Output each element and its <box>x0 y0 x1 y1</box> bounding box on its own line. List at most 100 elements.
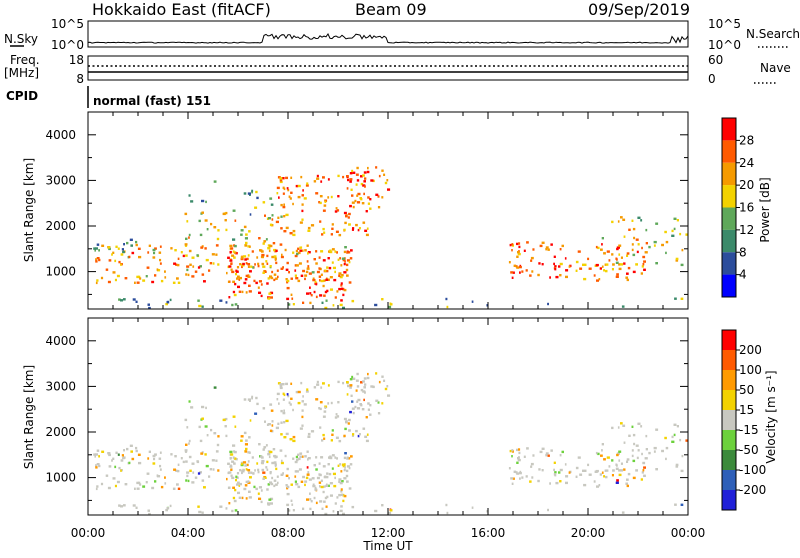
power-pixel <box>681 248 684 252</box>
velocity-pixel <box>349 386 352 389</box>
velocity-pixel <box>247 398 251 401</box>
velocity-pixel <box>331 429 334 432</box>
velocity-pixel <box>346 469 349 473</box>
velocity-pixel <box>333 484 337 488</box>
velocity-pixel <box>342 499 345 503</box>
power-pixel <box>217 229 220 232</box>
colorbar-swatch <box>722 370 736 390</box>
velocity-pixel <box>262 407 266 410</box>
power-pixel <box>231 270 235 274</box>
power-pixel <box>319 195 323 198</box>
velocity-pixel <box>237 491 240 495</box>
velocity-pixel <box>114 484 117 488</box>
velocity-pixel <box>351 400 354 403</box>
power-pixel <box>245 291 248 294</box>
velocity-pixel <box>632 433 636 437</box>
power-pixel <box>375 166 378 169</box>
velocity-pixel <box>313 464 316 467</box>
power-pixel <box>205 258 209 262</box>
power-pixel <box>532 248 535 251</box>
velocity-pixel <box>315 501 318 505</box>
power-pixel <box>559 248 562 251</box>
power-pixel <box>191 275 195 278</box>
velocity-pixel <box>94 453 98 456</box>
power-pixel <box>554 265 557 268</box>
velocity-pixel <box>326 472 329 475</box>
velocity-pixel <box>315 468 318 471</box>
velocity-pixel <box>118 466 121 470</box>
power-pixel <box>517 252 521 256</box>
velocity-pixel <box>300 480 304 483</box>
y-tick-label: 3000 <box>45 173 76 187</box>
velocity-pixel <box>251 397 253 400</box>
power-pixel <box>633 236 636 240</box>
power-pixel <box>568 265 571 268</box>
power-pixel <box>107 246 110 249</box>
power-pixel <box>235 252 238 255</box>
power-pixel <box>351 228 354 231</box>
power-pixel <box>661 243 664 247</box>
velocity-pixel <box>334 456 337 459</box>
y-tick-label: 2000 <box>45 425 76 439</box>
velocity-pixel <box>94 455 96 458</box>
velocity-pixel <box>531 476 534 479</box>
power-pixel <box>95 260 98 263</box>
velocity-pixel <box>271 476 274 480</box>
velocity-pixel <box>370 385 374 388</box>
velocity-pixel <box>261 456 264 459</box>
velocity-pixel <box>341 480 344 483</box>
power-pixel <box>356 179 360 182</box>
power-pixel <box>186 265 190 268</box>
velocity-pixel <box>661 449 664 453</box>
power-pixel <box>611 220 614 224</box>
velocity-pixel <box>230 453 234 456</box>
power-pixel <box>508 261 511 264</box>
power-pixel <box>296 252 299 256</box>
velocity-pixel <box>618 469 621 472</box>
power-pixel <box>123 243 125 246</box>
velocity-pixel <box>288 401 291 404</box>
power-pixel <box>593 274 596 277</box>
colorbar-swatch <box>722 410 736 430</box>
velocity-pixel <box>364 391 366 394</box>
velocity-pixel <box>363 398 365 402</box>
velocity-pixel <box>269 403 273 406</box>
power-pixel <box>275 220 279 224</box>
velocity-pixel <box>112 457 115 460</box>
power-pixel <box>553 262 555 266</box>
velocity-pixel <box>508 467 511 470</box>
velocity-pixel <box>564 463 567 466</box>
velocity-pixel <box>107 486 111 490</box>
power-pixel <box>200 246 204 249</box>
colorbar-tick-label: 20 <box>739 178 754 192</box>
power-pixel <box>266 262 269 265</box>
velocity-pixel <box>324 475 327 478</box>
power-pixel <box>309 286 311 289</box>
velocity-pixel <box>307 458 309 461</box>
velocity-pixel <box>369 404 372 407</box>
velocity-pixel <box>232 496 236 500</box>
velocity-pixel <box>258 497 262 500</box>
power-pixel <box>295 277 299 280</box>
power-pixel <box>160 279 164 283</box>
velocity-pixel <box>363 386 366 389</box>
power-pixel <box>177 257 180 260</box>
velocity-pixel <box>108 453 111 457</box>
power-pixel <box>446 305 449 309</box>
power-pixel <box>139 277 142 280</box>
velocity-pixel <box>593 480 596 483</box>
power-pixel <box>288 271 290 274</box>
power-pixel <box>286 187 289 190</box>
velocity-pixel <box>369 413 372 416</box>
power-pixel <box>261 262 265 266</box>
velocity-pixel <box>445 503 448 507</box>
velocity-pixel <box>275 483 278 486</box>
power-pixel <box>146 266 150 269</box>
velocity-pixel <box>229 450 233 454</box>
velocity-pixel <box>296 458 299 462</box>
velocity-pixel <box>251 395 254 399</box>
power-pixel <box>362 221 366 224</box>
power-pixel <box>558 265 561 268</box>
velocity-pixel <box>316 383 320 386</box>
velocity-pixel <box>318 462 321 465</box>
